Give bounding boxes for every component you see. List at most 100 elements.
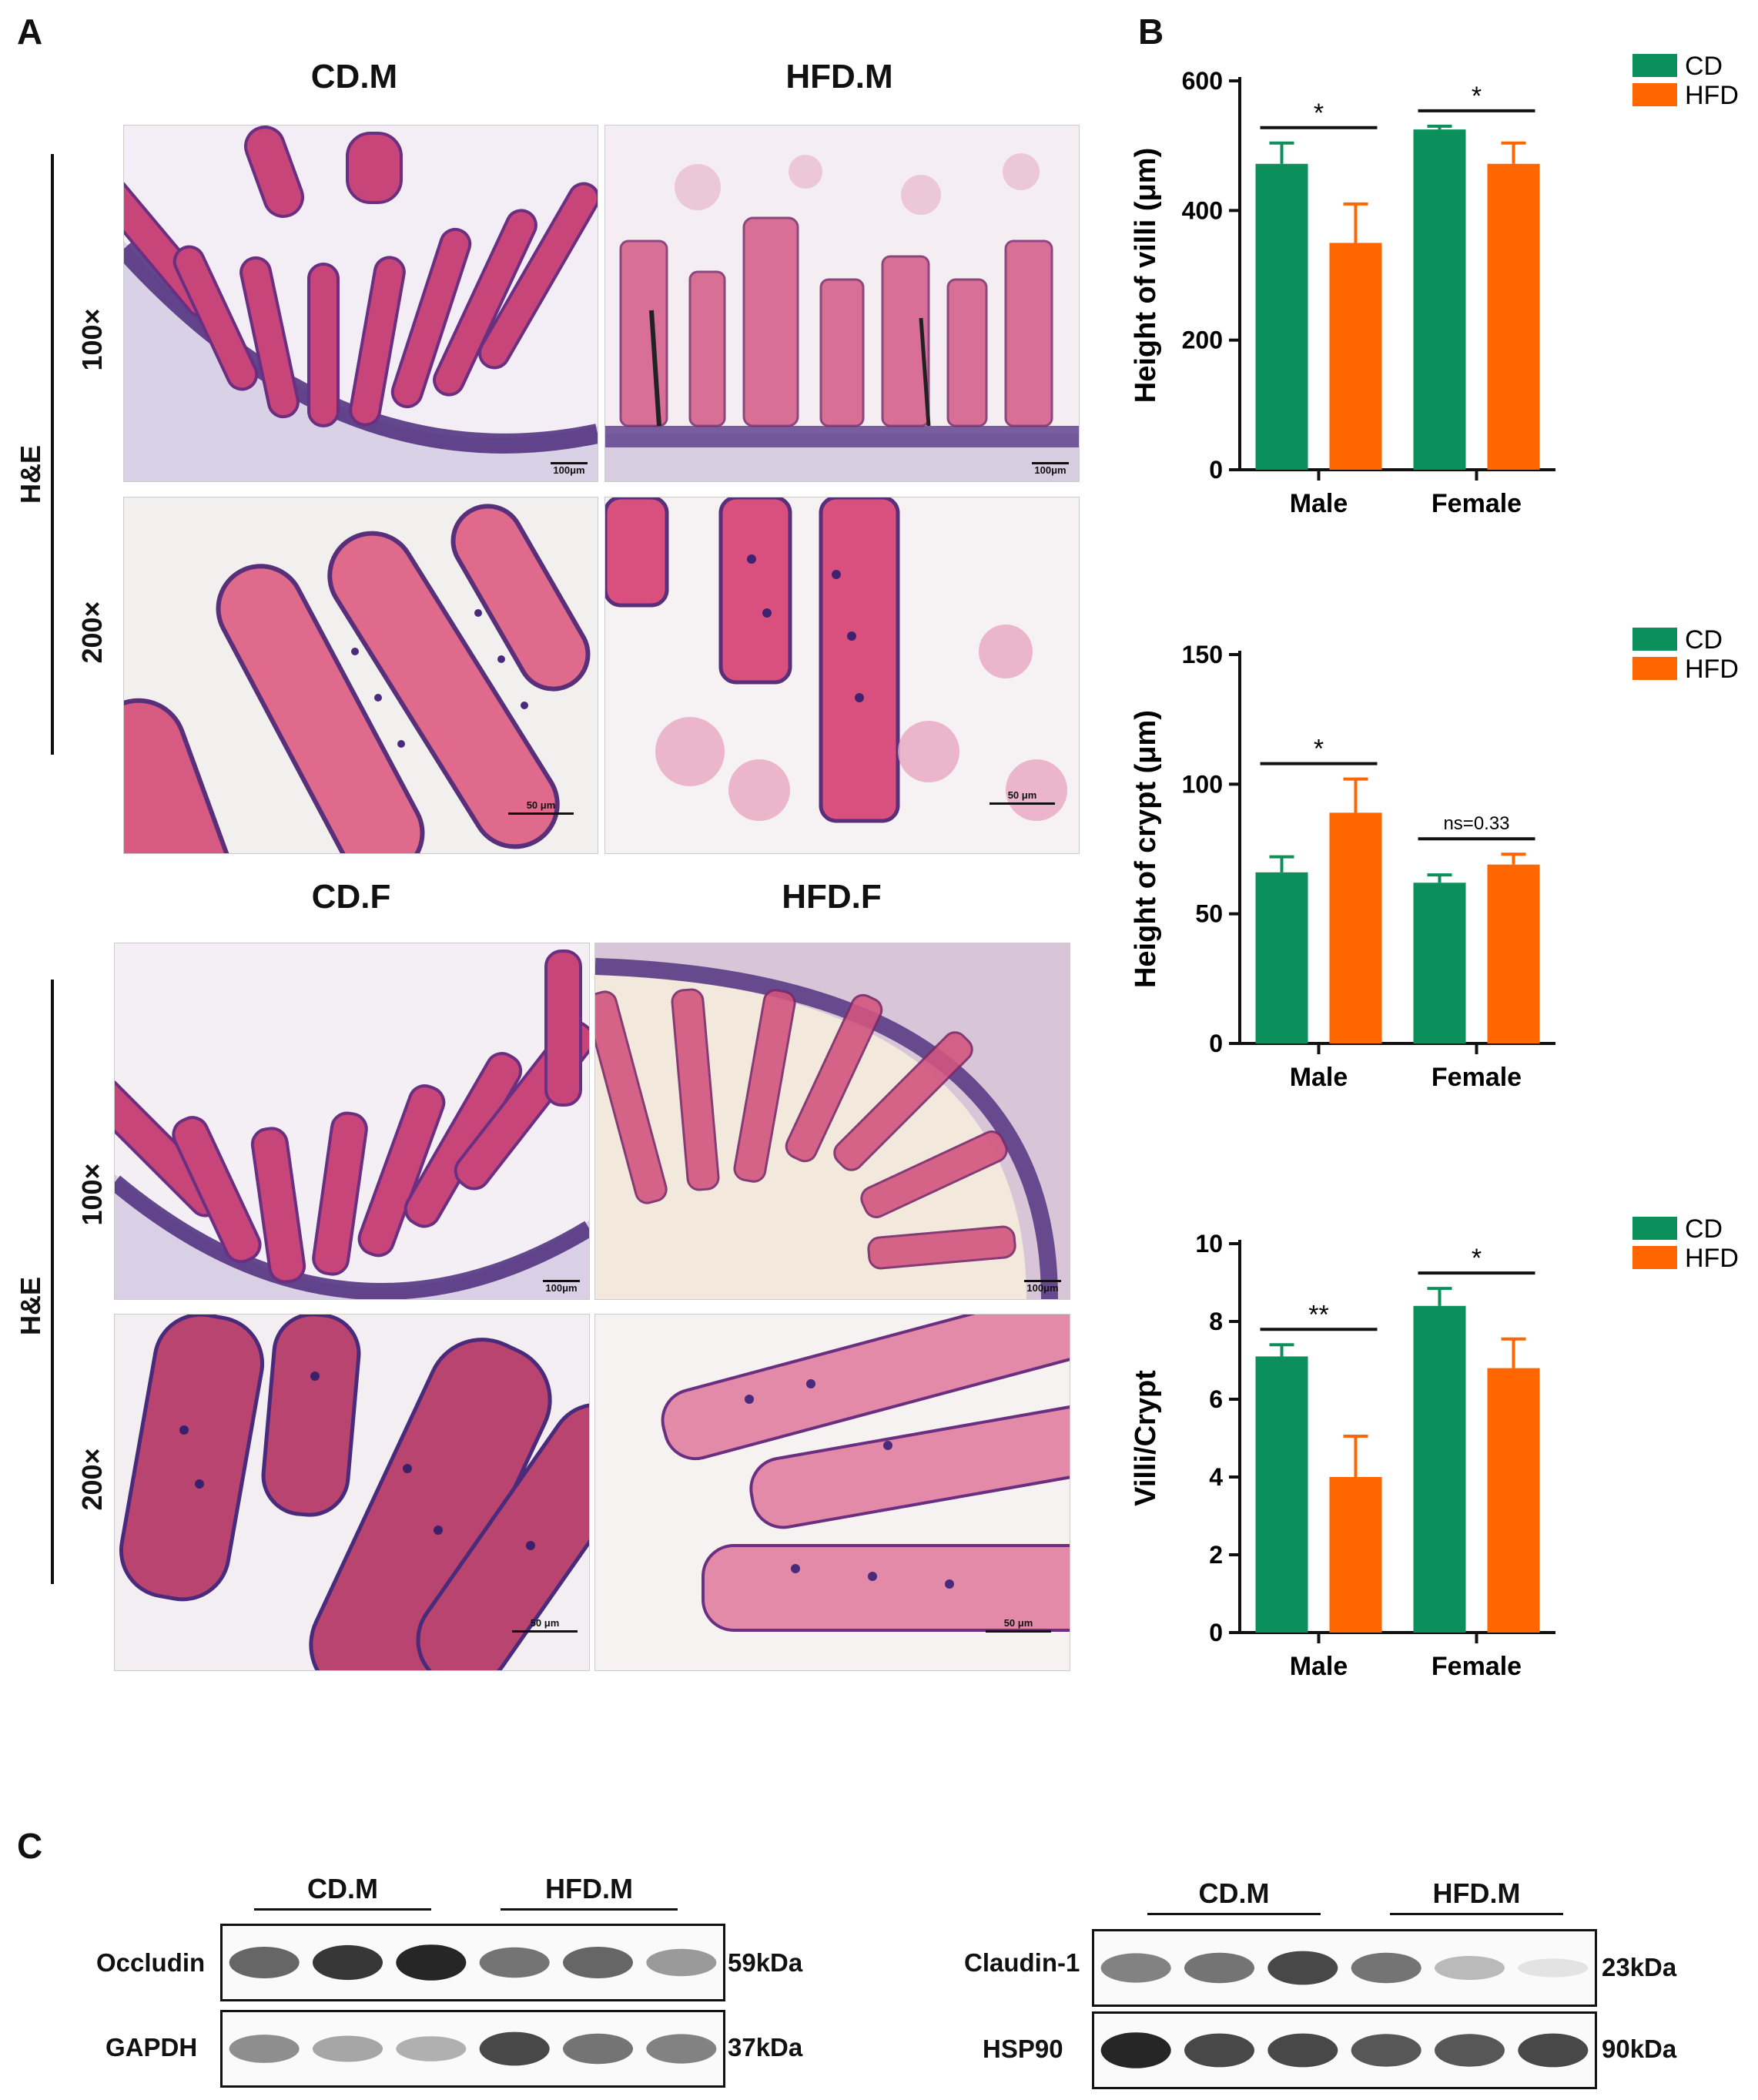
micrograph-cd-f-200x: [114, 1314, 590, 1671]
blot-band: [646, 1948, 717, 1977]
y-tick-label: 50: [1195, 900, 1223, 928]
blot-gapdh: [220, 2010, 725, 2088]
y-tick-label: 2: [1209, 1541, 1223, 1569]
legend-label-cd: CD: [1685, 52, 1723, 81]
column-title-hfd-f: HFD.F: [782, 878, 882, 916]
blot-band: [1435, 1955, 1505, 1981]
mag-label-100-top: 100×: [76, 308, 108, 371]
blot-left-group-hfd-m: HFD.M: [545, 1873, 633, 1904]
scale-bar-hfd-m-200x: 50 μm: [990, 789, 1055, 805]
micrograph-hfd-f-100x: [594, 943, 1070, 1300]
micrograph-hfd-m-200x: [604, 497, 1080, 854]
group-bracket-bottom: [51, 980, 54, 1584]
micrograph-cd-f-100x: [114, 943, 590, 1300]
blot-left-group-cd-m: CD.M: [307, 1873, 378, 1904]
significance-label: ns=0.33: [1443, 813, 1509, 834]
mag-label-100-bottom: 100×: [76, 1163, 108, 1226]
legend-swatch-hfd: [1632, 1246, 1677, 1269]
blot-band: [313, 2035, 383, 2062]
y-tick-label: 0: [1209, 456, 1223, 484]
bar-cd-female: [1413, 1305, 1466, 1633]
legend-label-hfd: HFD: [1685, 655, 1739, 684]
y-tick-label: 0: [1209, 1030, 1223, 1057]
blot-band: [1100, 1953, 1171, 1983]
blot-label-gapdh: GAPDH: [105, 2033, 198, 2061]
legend-label-cd: CD: [1685, 1214, 1723, 1244]
blot-left-group-line-cd-m: [254, 1908, 431, 1911]
blot-band: [479, 2031, 550, 2066]
legend-swatch-hfd: [1632, 83, 1677, 106]
scale-bar-cd-f-100x: 100μm: [543, 1278, 580, 1294]
legend-label-hfd: HFD: [1685, 1244, 1739, 1273]
blot-band: [396, 1944, 467, 1981]
panel-label-c: C: [17, 1826, 43, 1866]
blot-band: [1100, 2032, 1171, 2068]
blot-band: [479, 1947, 550, 1978]
y-tick-label: 400: [1182, 196, 1223, 224]
blot-band: [1518, 1958, 1589, 1978]
blot-left-group-line-hfd-m: [501, 1908, 678, 1911]
blot-band: [229, 2035, 300, 2063]
blot-label-hsp90: HSP90: [983, 2035, 1063, 2063]
bar-cd-male: [1255, 1356, 1308, 1633]
y-tick-label: 10: [1195, 1230, 1223, 1258]
y-tick-label: 150: [1182, 641, 1223, 668]
blot-band: [563, 1947, 633, 1978]
y-axis-label: Height of crypt (μm): [1130, 710, 1162, 988]
bar-hfd-male: [1329, 1477, 1382, 1633]
column-title-cd-m: CD.M: [310, 58, 398, 95]
chart-villi-crypt-ratio: Villi/Crypt 0 2 4 6 8 10 Male ** Female * CD HFD: [1124, 1209, 1758, 1702]
legend-swatch-cd: [1632, 628, 1677, 651]
group-bracket-top: [51, 154, 54, 755]
significance-label: *: [1472, 1244, 1482, 1273]
panel-label-b: B: [1138, 12, 1164, 52]
y-axis-label: Height of villi (μm): [1130, 148, 1162, 403]
micrograph-cd-m-200x: [123, 497, 598, 854]
blot-label-claudin-1: Claudin-1: [964, 1948, 1080, 1977]
blot-right-group-line-hfd-m: [1390, 1913, 1563, 1915]
scale-bar-hfd-f-100x: 100μm: [1024, 1278, 1061, 1294]
y-tick-label: 8: [1209, 1308, 1223, 1335]
micrograph-hfd-f-200x: [594, 1314, 1070, 1671]
x-tick-label: Female: [1432, 489, 1522, 518]
bar-hfd-female: [1487, 864, 1540, 1043]
x-tick-label: Male: [1290, 1063, 1348, 1092]
chart-villi-height: Height of villi (μm) 0 200 400 600 Male * Femal…: [1124, 46, 1758, 539]
blot-band: [396, 2036, 467, 2061]
blot-band: [1435, 2034, 1505, 2067]
mag-label-200-top: 200×: [76, 601, 108, 664]
panel-label-a: A: [17, 12, 43, 52]
bar-cd-female: [1413, 883, 1466, 1043]
micrograph-hfd-m-100x: [604, 125, 1080, 482]
column-title-hfd-m: HFD.M: [785, 58, 893, 95]
blot-band: [1351, 1952, 1421, 1984]
blot-band: [313, 1944, 383, 1981]
x-tick-label: Male: [1290, 489, 1348, 518]
y-tick-label: 6: [1209, 1385, 1223, 1413]
blot-label-occludin: Occludin: [96, 1948, 206, 1977]
micrograph-cd-m-100x: [123, 125, 598, 482]
blot-band: [1267, 2033, 1338, 2068]
blot-right-group-line-cd-m: [1147, 1913, 1321, 1915]
bar-hfd-female: [1487, 163, 1540, 470]
blot-band: [1184, 1952, 1254, 1984]
blot-claudin-1: [1092, 1929, 1597, 2007]
significance-label: **: [1308, 1300, 1328, 1329]
significance-label: *: [1472, 82, 1482, 111]
bar-cd-female: [1413, 129, 1466, 470]
bar-cd-male: [1255, 163, 1308, 470]
legend-label-hfd: HFD: [1685, 81, 1739, 110]
blot-hsp90: [1092, 2011, 1597, 2089]
legend-swatch-hfd: [1632, 657, 1677, 680]
y-tick-label: 600: [1182, 67, 1223, 95]
scale-bar-cd-m-200x: 50 μm: [508, 799, 574, 815]
blot-band: [1518, 2033, 1589, 2068]
blot-band: [1267, 1951, 1338, 1985]
bar-hfd-female: [1487, 1368, 1540, 1633]
column-title-cd-f: CD.F: [311, 878, 391, 916]
scale-bar-cd-f-200x: 50 μm: [512, 1617, 578, 1633]
y-axis-label: Villi/Crypt: [1130, 1370, 1162, 1506]
scale-bar-hfd-m-100x: 100μm: [1032, 461, 1069, 476]
bar-hfd-male: [1329, 812, 1382, 1043]
x-tick-label: Female: [1432, 1652, 1522, 1681]
